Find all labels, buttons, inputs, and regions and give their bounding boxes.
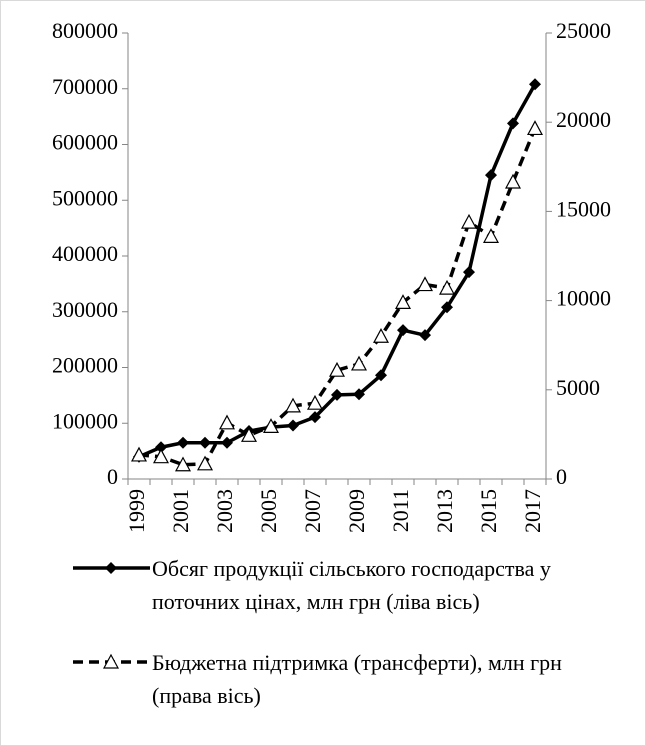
x-tick-label: 2011 xyxy=(388,489,413,532)
point xyxy=(331,388,343,401)
point xyxy=(353,388,365,401)
x-tick-label: 2001 xyxy=(168,489,193,533)
point xyxy=(375,369,387,382)
y2-tick-label: 0 xyxy=(556,464,567,489)
point xyxy=(152,448,170,464)
point xyxy=(240,427,258,442)
y2-tick-label: 5000 xyxy=(556,375,600,400)
point xyxy=(287,419,299,432)
y-tick-label: 300000 xyxy=(52,297,118,322)
point xyxy=(507,117,519,130)
point xyxy=(460,213,478,229)
point xyxy=(218,414,236,430)
y-tick-label: 700000 xyxy=(52,74,118,99)
point xyxy=(130,446,148,462)
point xyxy=(485,169,497,182)
point xyxy=(350,355,368,371)
legend-marker xyxy=(102,653,120,669)
x-tick-label: 2013 xyxy=(432,489,457,533)
x-tick-label: 1999 xyxy=(124,489,149,533)
y-tick-label: 500000 xyxy=(52,185,118,210)
legend-marker xyxy=(105,562,117,574)
x-tick-label: 2003 xyxy=(212,489,237,533)
x-tick-label: 2005 xyxy=(256,489,281,533)
point xyxy=(397,324,409,337)
x-tick-label: 2009 xyxy=(344,489,369,533)
point xyxy=(284,397,302,413)
legend-label: Бюджетна підтримка (трансферти), млн грн… xyxy=(152,650,562,708)
point xyxy=(262,418,280,433)
y-tick-label: 800000 xyxy=(52,18,118,43)
point xyxy=(463,266,475,279)
point xyxy=(221,436,233,449)
point xyxy=(482,228,500,243)
y2-tick-label: 25000 xyxy=(556,18,611,43)
legend-label: Обсяг продукції сільського господарства … xyxy=(152,556,551,614)
y2-tick-label: 20000 xyxy=(556,107,611,132)
point xyxy=(416,276,434,292)
point xyxy=(419,329,431,342)
y2-tick-label: 10000 xyxy=(556,286,611,311)
point xyxy=(155,441,167,454)
point xyxy=(174,456,192,472)
y-tick-label: 100000 xyxy=(52,408,118,433)
point xyxy=(177,436,189,449)
x-tick-label: 2017 xyxy=(520,489,545,533)
point xyxy=(306,394,324,410)
point xyxy=(309,411,321,424)
point xyxy=(441,301,453,314)
y-tick-label: 600000 xyxy=(52,130,118,155)
point xyxy=(328,361,346,377)
point xyxy=(526,120,544,136)
point xyxy=(438,279,456,295)
point xyxy=(504,173,522,189)
point xyxy=(529,78,541,91)
x-tick-label: 2007 xyxy=(300,489,325,533)
point xyxy=(199,436,211,449)
y2-tick-label: 15000 xyxy=(556,196,611,221)
point xyxy=(372,328,390,343)
point xyxy=(196,455,214,471)
y-tick-label: 0 xyxy=(107,464,118,489)
y-tick-label: 400000 xyxy=(52,241,118,266)
x-tick-label: 2015 xyxy=(476,489,501,533)
y-tick-label: 200000 xyxy=(52,353,118,378)
point xyxy=(394,294,412,309)
